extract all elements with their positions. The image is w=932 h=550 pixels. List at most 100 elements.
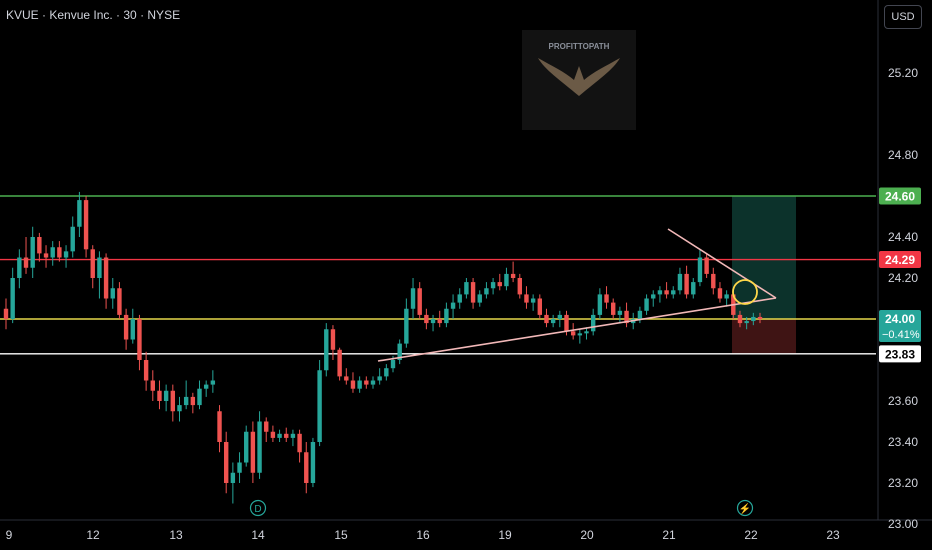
upper-trendline <box>667 228 777 299</box>
candle <box>10 278 15 319</box>
candle <box>23 257 29 268</box>
candle <box>477 294 482 303</box>
candle <box>337 349 342 377</box>
candle <box>364 380 369 385</box>
candle <box>404 308 409 344</box>
candle <box>350 380 356 389</box>
time-tick-label: 9 <box>6 528 13 542</box>
candle <box>330 329 336 350</box>
candle <box>751 316 756 322</box>
candle <box>250 431 256 473</box>
candle <box>237 462 242 473</box>
candle <box>130 319 135 340</box>
time-tick-label: 14 <box>251 528 265 542</box>
candle <box>77 200 82 227</box>
price-tick-label: 23.20 <box>888 476 918 490</box>
price-tick-label: 23.00 <box>888 517 918 531</box>
candle <box>290 433 296 438</box>
candle <box>97 257 102 278</box>
candle <box>230 472 236 483</box>
price-label-badge <box>879 187 921 205</box>
candle <box>604 294 609 303</box>
candle <box>217 411 222 442</box>
candle <box>297 433 302 453</box>
candle <box>17 257 22 278</box>
time-tick-label: 12 <box>86 528 100 542</box>
candle <box>377 376 382 381</box>
candle <box>444 308 449 324</box>
candle <box>70 226 75 252</box>
candle <box>257 421 262 473</box>
event-marker-icon[interactable] <box>249 499 267 517</box>
time-tick-label: 20 <box>580 528 594 542</box>
candle <box>611 302 616 315</box>
candle <box>410 288 416 309</box>
currency-button[interactable]: USD <box>884 5 922 29</box>
target-zone <box>732 196 796 319</box>
symbol-header: KVUE · Kenvue Inc. · 30 · NYSE <box>6 8 181 22</box>
candle <box>497 282 502 287</box>
candle <box>110 288 115 299</box>
candle <box>544 314 549 324</box>
candle <box>704 257 709 274</box>
time-tick-label: 15 <box>334 528 348 542</box>
candle <box>584 331 589 334</box>
candle <box>651 294 656 299</box>
candle <box>450 302 456 309</box>
candle <box>390 360 396 369</box>
highlight-circle <box>732 279 758 305</box>
candle <box>310 442 316 483</box>
candle <box>223 442 229 483</box>
candle <box>264 421 269 432</box>
price-change-label: −0.41% <box>882 329 920 341</box>
candle <box>617 310 623 315</box>
candle <box>637 310 643 319</box>
candle <box>123 314 129 340</box>
event-marker-icon[interactable] <box>736 499 754 517</box>
candle <box>83 200 89 250</box>
candle <box>564 314 569 332</box>
candle <box>517 278 522 295</box>
candle <box>150 380 155 391</box>
candle <box>384 368 389 377</box>
candle <box>304 452 309 483</box>
candle <box>183 396 189 406</box>
candle <box>417 288 422 315</box>
time-tick-label: 19 <box>498 528 512 542</box>
candle <box>344 376 349 381</box>
candle <box>157 390 162 401</box>
candle <box>537 298 543 315</box>
candle <box>644 298 649 311</box>
price-tick-label: 23.40 <box>888 435 918 449</box>
candle <box>50 247 55 258</box>
candle <box>143 360 149 381</box>
candle <box>103 257 109 299</box>
candle <box>590 314 596 332</box>
price-tick-label: 24.20 <box>888 271 918 285</box>
price-label-text: 24.60 <box>885 190 915 204</box>
candle <box>284 433 289 438</box>
price-label-badge <box>879 251 921 269</box>
candle <box>397 343 402 360</box>
candle <box>737 314 743 324</box>
price-tick-label: 24.80 <box>888 148 918 162</box>
candle <box>550 319 556 324</box>
candle <box>277 433 282 438</box>
candle <box>437 319 442 324</box>
candle <box>357 380 362 389</box>
event-marker-label: ⚡ <box>739 502 751 515</box>
candle <box>137 319 142 360</box>
candle <box>457 294 462 303</box>
candle <box>530 298 536 303</box>
time-tick-label: 16 <box>416 528 430 542</box>
candle <box>664 290 669 295</box>
candle <box>430 319 436 324</box>
candle <box>177 405 182 412</box>
candle <box>524 294 529 303</box>
candle <box>63 251 69 258</box>
candle <box>464 282 469 295</box>
time-tick-label: 21 <box>662 528 676 542</box>
candle <box>203 384 209 389</box>
candle <box>43 253 49 258</box>
